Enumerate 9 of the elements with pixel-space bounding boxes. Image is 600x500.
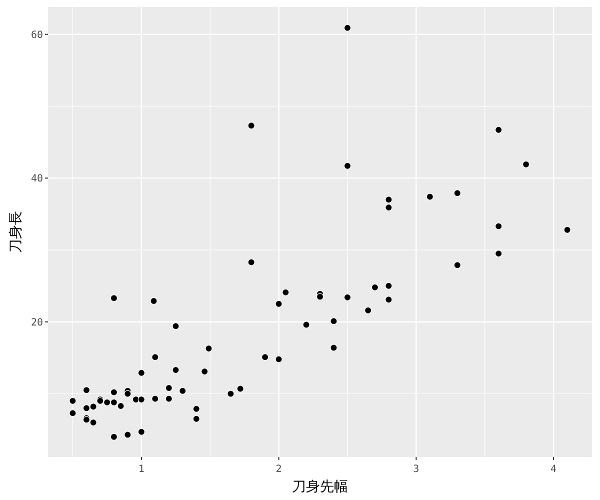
x-tick-label: 4 — [550, 464, 557, 475]
y-tick-label: 40 — [30, 174, 43, 185]
y-tick-label: 20 — [30, 317, 43, 328]
x-tick-label: 2 — [276, 464, 282, 475]
x-axis-title: 刀身先幅 — [292, 479, 348, 495]
y-axis-title: 刀身長 — [8, 211, 24, 253]
y-tick-label: 60 — [30, 30, 43, 41]
x-tick-label: 3 — [413, 464, 420, 475]
x-tick-label: 1 — [138, 464, 144, 475]
